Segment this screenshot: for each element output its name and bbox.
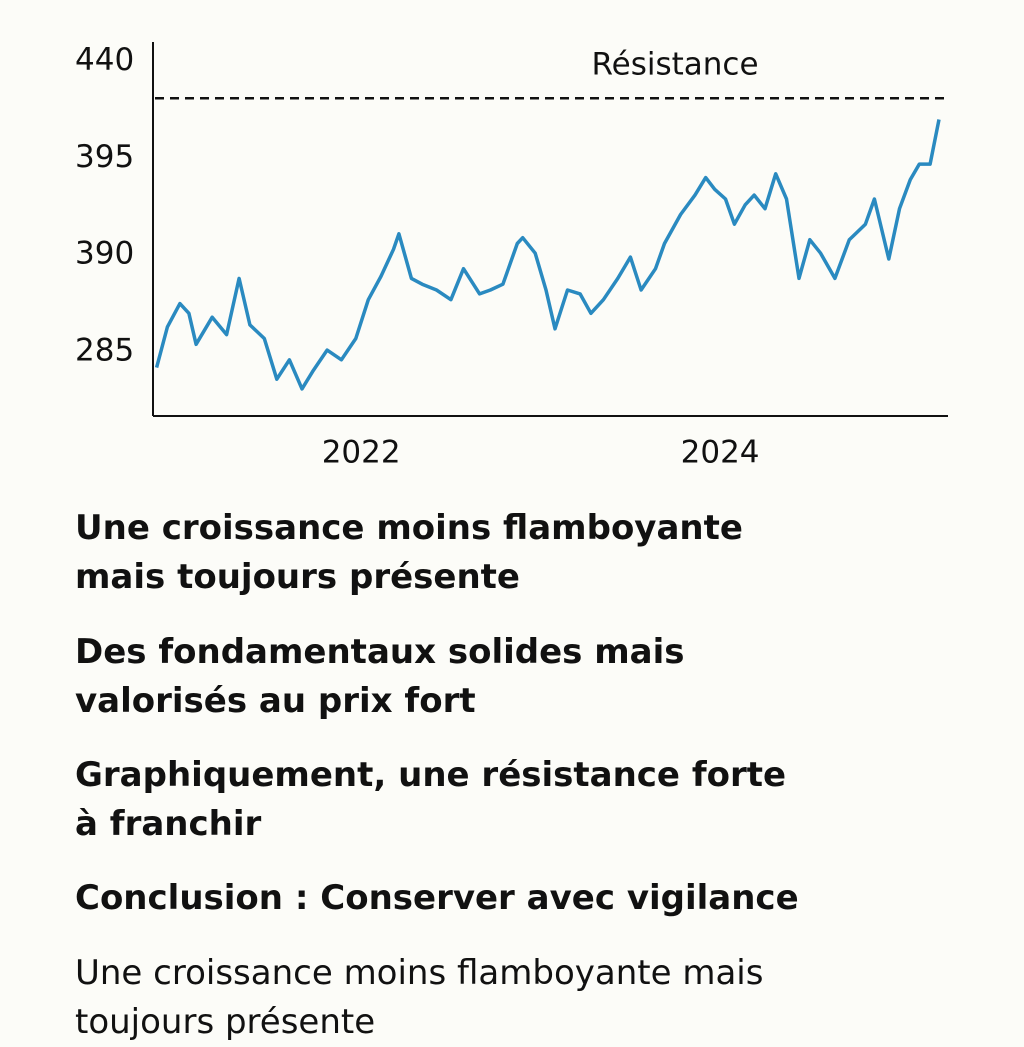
- heading: Des fondamentaux solides mais valorisés …: [75, 632, 685, 721]
- y-tick-label: 395: [75, 139, 134, 175]
- page: 440 395 390 285 2022 2024 Résistance Une crois…: [75, 41, 948, 1042]
- y-tick-label: 440: [75, 42, 134, 78]
- price-line: [154, 119, 941, 391]
- paragraph: Une croissance moins flamboyante mais to…: [75, 953, 764, 1042]
- chart: 440 395 390 285 2022 2024 Résistance: [75, 42, 948, 471]
- heading: Une croissance moins flamboyante mais to…: [75, 508, 743, 597]
- annotation: Résistance: [591, 47, 758, 83]
- y-tick-label: 390: [75, 236, 134, 272]
- x-tick-label: 2022: [322, 435, 401, 471]
- y-tick-label: 285: [75, 333, 134, 369]
- heading: Conclusion : Conserver avec vigilance: [75, 878, 799, 918]
- heading: Graphiquement, une résistance forte à fr…: [75, 755, 787, 844]
- x-tick-label: 2024: [681, 435, 760, 471]
